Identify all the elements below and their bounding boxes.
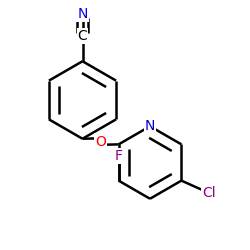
Text: C: C — [78, 29, 88, 43]
Text: O: O — [95, 134, 106, 148]
Text: N: N — [77, 7, 88, 21]
Text: F: F — [114, 148, 122, 163]
Text: Cl: Cl — [202, 186, 216, 200]
Text: N: N — [145, 119, 155, 133]
